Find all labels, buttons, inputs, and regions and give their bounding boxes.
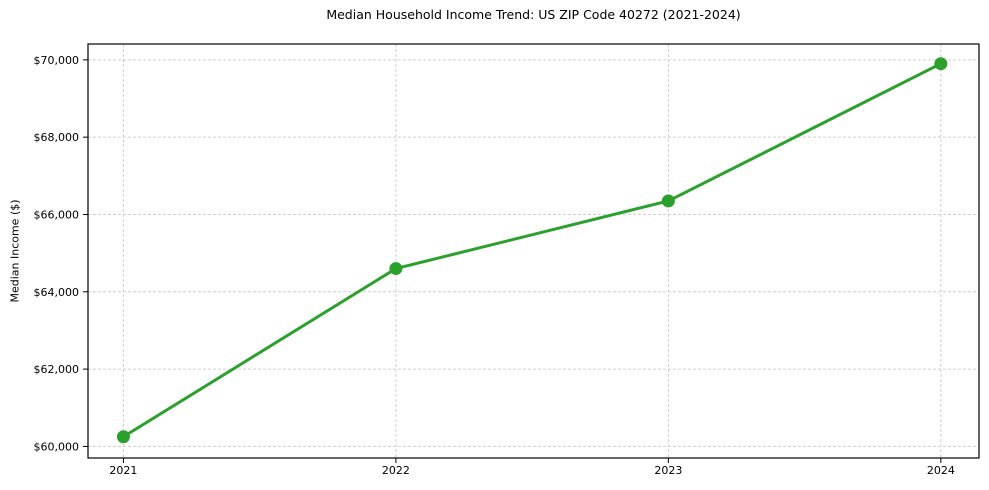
trend-line [121,62,943,439]
x-tick-label: 2022 [382,464,410,477]
x-tick-label: 2021 [109,464,137,477]
data-point-2022 [389,262,403,276]
data-point-2024 [934,57,948,71]
x-tick-label: 2024 [927,464,955,477]
y-tick-label: $60,000 [34,440,80,453]
y-tick-label: $70,000 [34,54,80,67]
plot-border [87,43,980,459]
y-tick-label: $66,000 [34,208,80,221]
y-tick-label: $64,000 [34,286,80,299]
data-point-2021 [116,430,130,444]
y-tick-label: $62,000 [34,363,80,376]
data-point-2023 [661,194,675,208]
y-tick-label: $68,000 [34,131,80,144]
chart-title: Median Household Income Trend: US ZIP Co… [326,7,741,22]
y-axis-label: Median Income ($) [8,199,22,303]
x-tick-label: 2023 [654,464,682,477]
